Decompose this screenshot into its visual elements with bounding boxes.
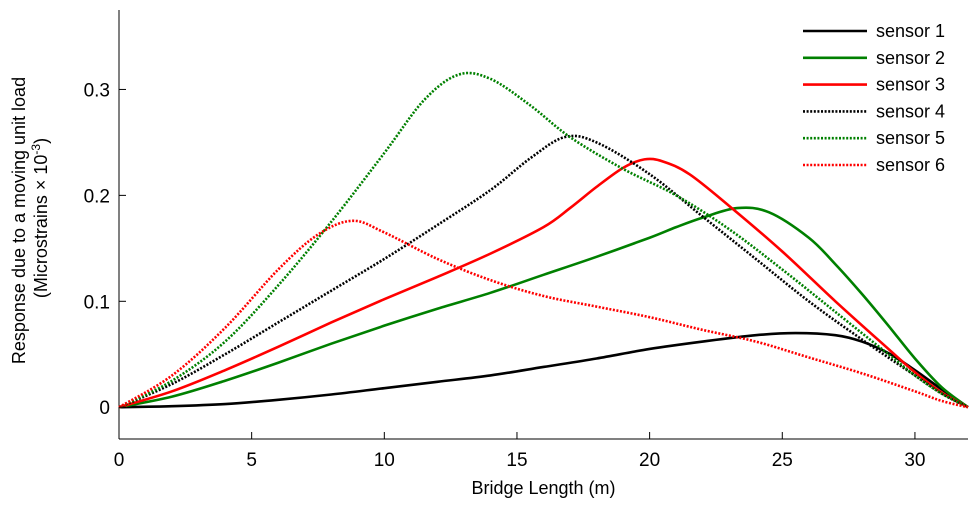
x-tick-label: 0 [114, 450, 125, 471]
sensor-1-line [118, 331, 969, 409]
ticks-layer: 0 5 10 15 20 25 30 0 0.1 0.2 0.3 [84, 80, 926, 471]
x-tick-label: 10 [374, 450, 395, 471]
x-tick-label: 30 [904, 450, 925, 471]
sensor-5-line [118, 71, 969, 409]
legend-label-sensor-2: sensor 2 [876, 48, 945, 68]
y-axis-unit-prefix: (Microstrains × 10 [31, 155, 51, 299]
y-axis-unit-suffix: ) [31, 138, 51, 144]
x-tick-label: 15 [506, 450, 527, 471]
sensor-2-line [118, 206, 969, 409]
series-layer [118, 71, 969, 409]
x-tick-label: 20 [639, 450, 660, 471]
y-tick-label: 0.1 [84, 292, 110, 313]
legend-label-sensor-1: sensor 1 [876, 21, 945, 41]
y-tick-label: 0.3 [84, 80, 110, 101]
y-tick-label: 0.2 [84, 186, 110, 207]
y-axis-title: Response due to a moving unit load (Micr… [9, 72, 51, 364]
x-axis-title: Bridge Length (m) [471, 478, 615, 498]
legend-label-sensor-5: sensor 5 [876, 128, 945, 148]
axes [118, 10, 968, 440]
sensor-4-line [118, 134, 969, 409]
legend: sensor 1 sensor 2 sensor 3 sensor 4 sensor 5… [803, 21, 945, 175]
x-tick-label: 25 [772, 450, 793, 471]
x-tick-label: 5 [246, 450, 257, 471]
y-axis-title-line2: (Microstrains × 10-3) [29, 138, 51, 298]
y-tick-label: 0 [99, 398, 110, 419]
legend-label-sensor-6: sensor 6 [876, 155, 945, 175]
legend-label-sensor-4: sensor 4 [876, 101, 945, 121]
y-axis-title-line1: Response due to a moving unit load [9, 77, 29, 364]
legend-label-sensor-3: sensor 3 [876, 75, 945, 95]
sensor-6-line [118, 219, 969, 409]
y-axis-unit-exponent: -3 [29, 144, 43, 155]
sensor-3-line [118, 157, 969, 409]
